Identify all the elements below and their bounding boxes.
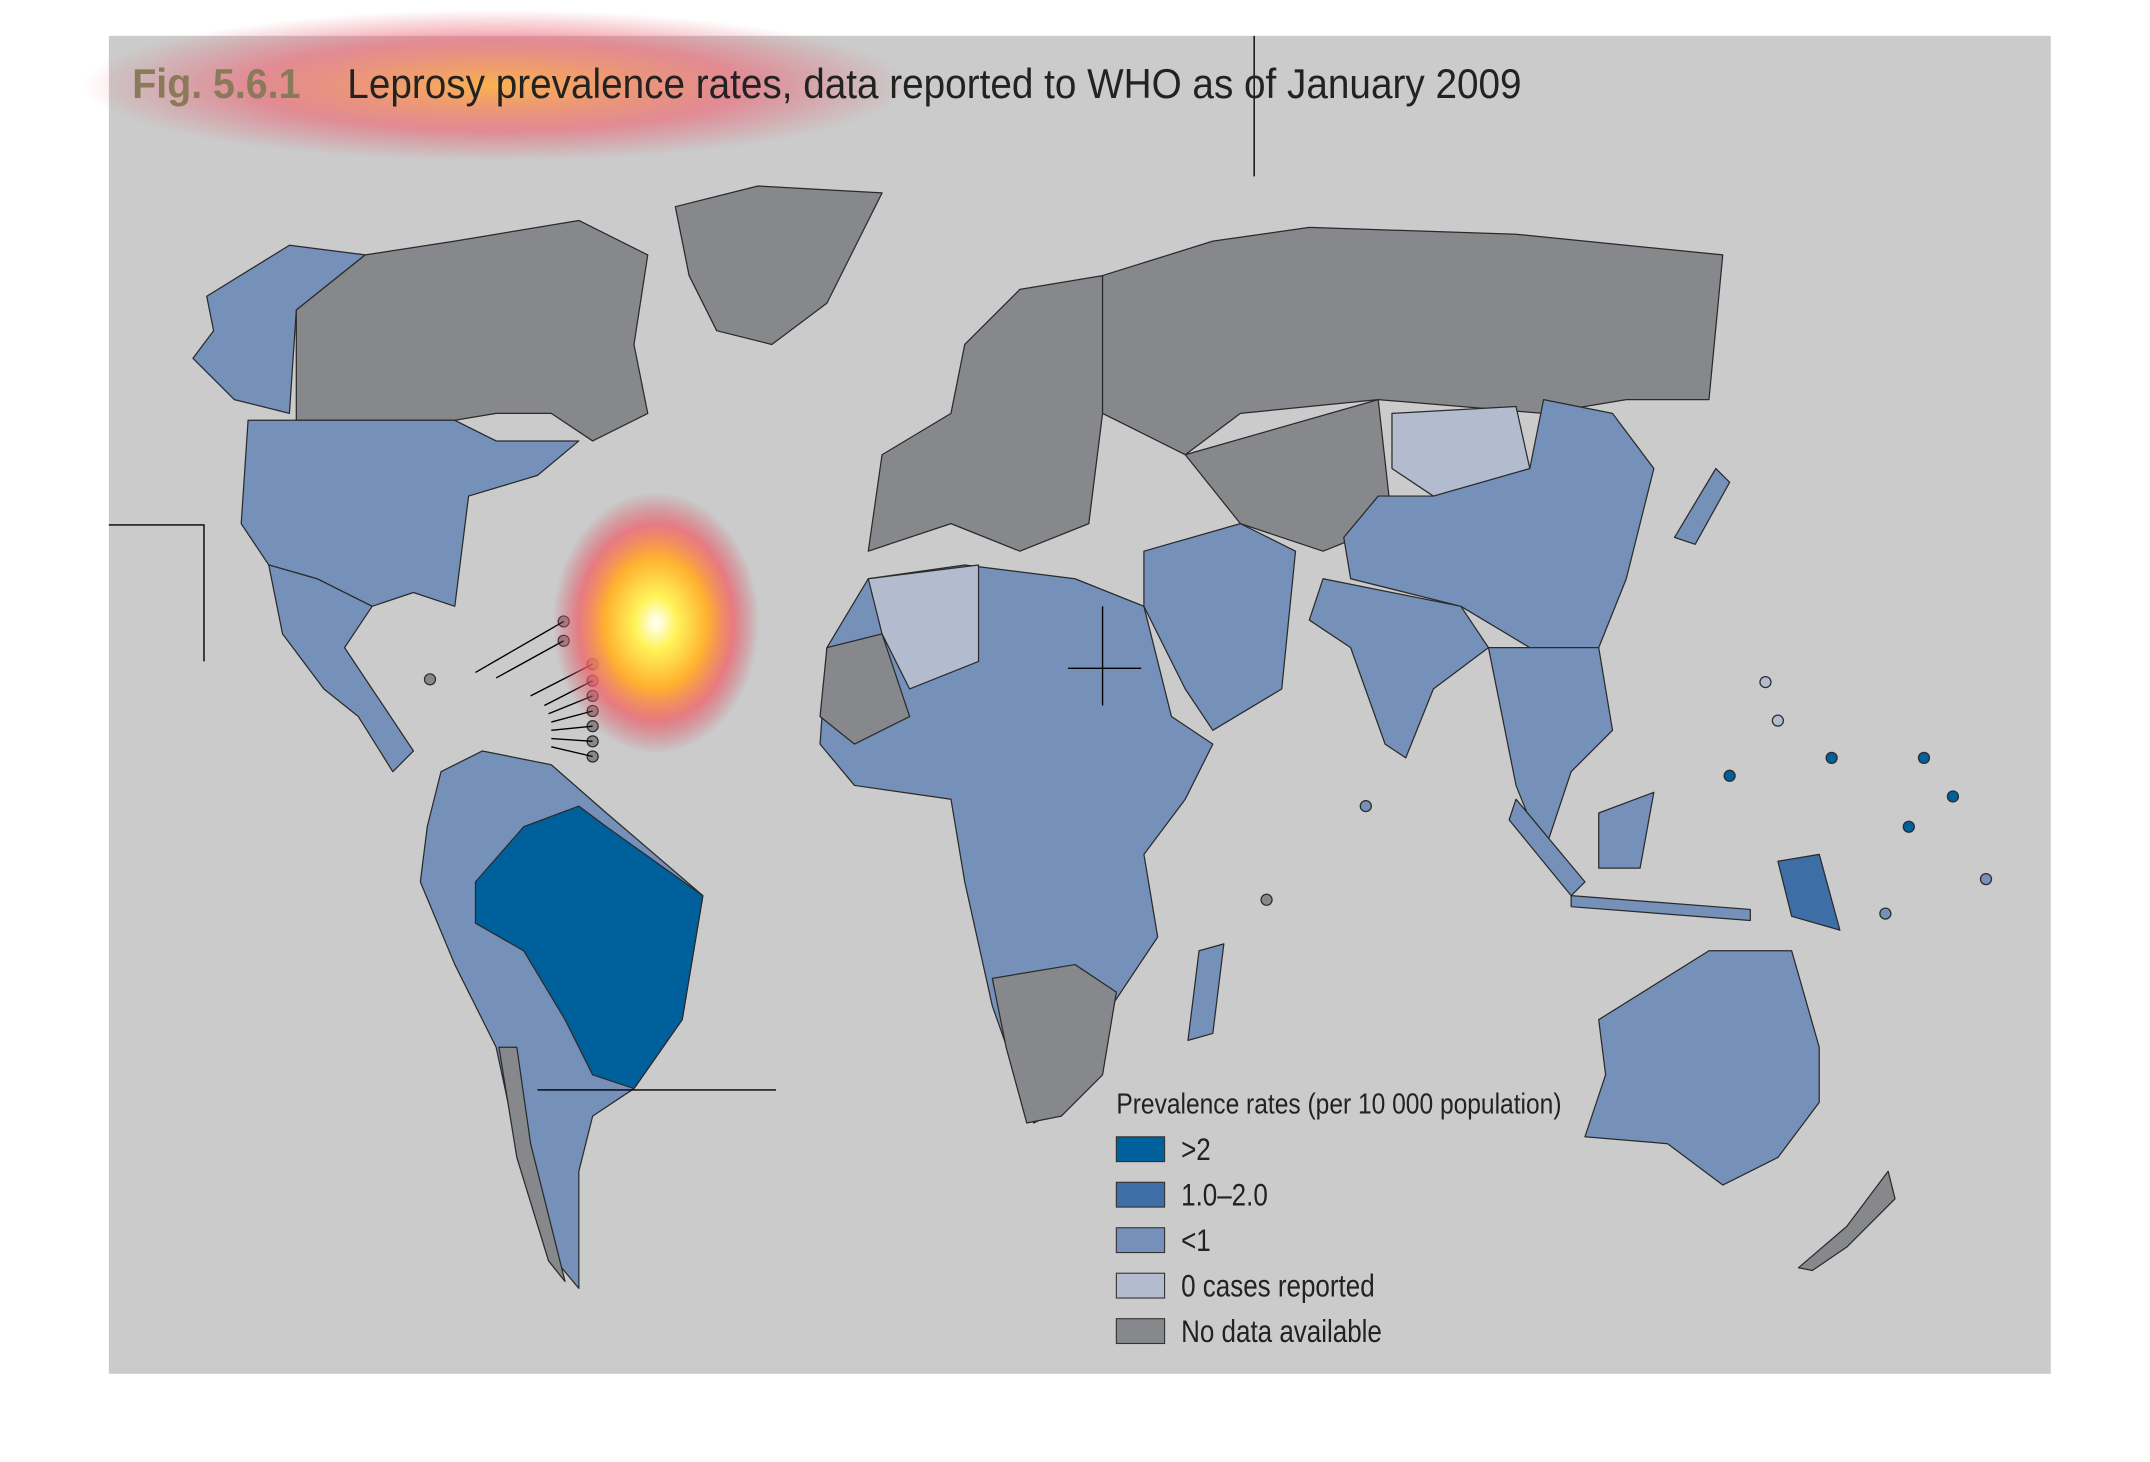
mongolia: [1391, 405, 1531, 497]
southeast-asia: [1487, 647, 1614, 855]
alaska: [192, 244, 366, 415]
island: [1879, 907, 1892, 920]
legend-label: >2: [1181, 1133, 1211, 1168]
island: [1771, 714, 1785, 727]
legend-swatch: [1115, 1136, 1166, 1163]
figure-title: Leprosy prevalence rates, data reported …: [347, 61, 1521, 107]
papua-new-guinea: [1777, 853, 1841, 931]
brazil: [474, 805, 704, 1090]
rule: [108, 524, 205, 662]
central-america: [268, 564, 415, 773]
western-sahara: [819, 633, 911, 745]
india: [1308, 578, 1490, 759]
southern-africa: [991, 963, 1117, 1124]
australia: [1584, 950, 1820, 1186]
legend-title: Prevalence rates (per 10 000 population): [1116, 1088, 1561, 1120]
legend-swatch: [1115, 1181, 1166, 1208]
legend-label: 1.0–2.0: [1181, 1178, 1268, 1213]
island: [586, 750, 599, 763]
russia: [1101, 226, 1724, 456]
chile: [498, 1046, 566, 1283]
madagascar: [1187, 943, 1225, 1041]
middle-east: [1143, 522, 1297, 731]
java: [1570, 895, 1751, 922]
legend-swatch: [1115, 1227, 1166, 1254]
legend-swatch: [1115, 1318, 1166, 1345]
island: [1979, 872, 1993, 886]
heat-blob: [552, 491, 760, 754]
legend-label: No data available: [1181, 1315, 1382, 1350]
japan: [1673, 467, 1731, 545]
island: [1359, 799, 1372, 813]
island: [1723, 769, 1736, 782]
new-zealand: [1797, 1170, 1896, 1272]
stray-rules: [108, 35, 1255, 1091]
legend-label: <1: [1181, 1224, 1211, 1259]
island: [1902, 820, 1915, 833]
figure-label: Fig. 5.6.1: [132, 61, 300, 107]
island: [1759, 675, 1772, 689]
island: [1946, 790, 1960, 803]
legend-swatch: [1115, 1272, 1166, 1299]
island: [1260, 893, 1273, 906]
countries: [192, 185, 1993, 1289]
heat-blob: [82, 9, 910, 162]
borneo: [1598, 791, 1655, 869]
legend: Prevalence rates (per 10 000 population)…: [1115, 1088, 1562, 1350]
island: [423, 673, 437, 686]
island: [1917, 751, 1931, 765]
island: [1825, 751, 1838, 765]
greenland: [674, 185, 883, 346]
island-leaders: [475, 620, 593, 758]
legend-label: 0 cases reported: [1181, 1269, 1375, 1304]
algeria: [867, 564, 980, 690]
